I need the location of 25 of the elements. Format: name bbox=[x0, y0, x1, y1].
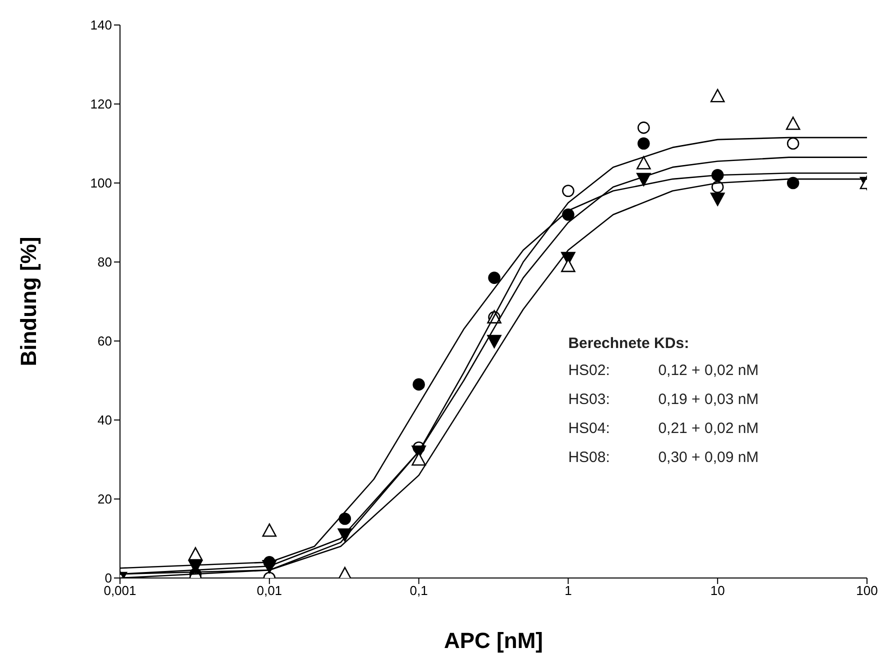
annotation: 0,30 + 0,09 nM bbox=[658, 448, 759, 466]
y-tick-label: 0 bbox=[104, 570, 112, 586]
annotation: 0,21 + 0,02 nM bbox=[658, 420, 759, 437]
y-tick-label: 80 bbox=[98, 254, 112, 270]
annotation: HS02: bbox=[568, 362, 611, 379]
y-axis-title: Bindung [%] bbox=[16, 236, 41, 366]
y-tick-label: 100 bbox=[90, 176, 112, 191]
y-tick-label: 20 bbox=[98, 492, 112, 507]
annotation: HS03: bbox=[568, 390, 611, 408]
annotation: 0,12 + 0,02 nM bbox=[658, 362, 759, 379]
x-axis-title: APC [nM] bbox=[444, 628, 543, 653]
y-tick-label: 40 bbox=[98, 412, 112, 428]
annotation: 0,19 + 0,03 nM bbox=[658, 390, 759, 408]
x-tick-label: 0,1 bbox=[410, 583, 428, 598]
annotation: Berechnete KDs: bbox=[568, 334, 690, 352]
x-tick-label: 10 bbox=[710, 583, 725, 598]
y-tick-label: 60 bbox=[98, 334, 112, 349]
annotation: HS08: bbox=[568, 448, 611, 466]
x-tick-label: 0,01 bbox=[256, 583, 282, 598]
y-tick-label: 120 bbox=[90, 96, 112, 112]
x-tick-label: 1 bbox=[564, 583, 572, 598]
annotation: HS04: bbox=[568, 420, 611, 437]
x-tick-label: 100 bbox=[856, 583, 878, 598]
y-tick-label: 140 bbox=[90, 18, 112, 33]
x-tick-label: 0,001 bbox=[104, 583, 136, 598]
